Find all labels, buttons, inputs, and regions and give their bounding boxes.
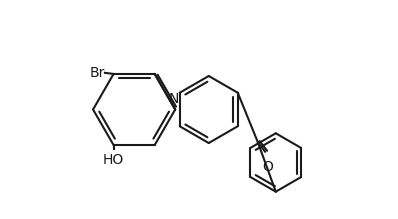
Text: Br: Br — [89, 66, 105, 80]
Text: N: N — [168, 92, 179, 106]
Text: O: O — [262, 159, 273, 173]
Text: HO: HO — [103, 153, 124, 167]
